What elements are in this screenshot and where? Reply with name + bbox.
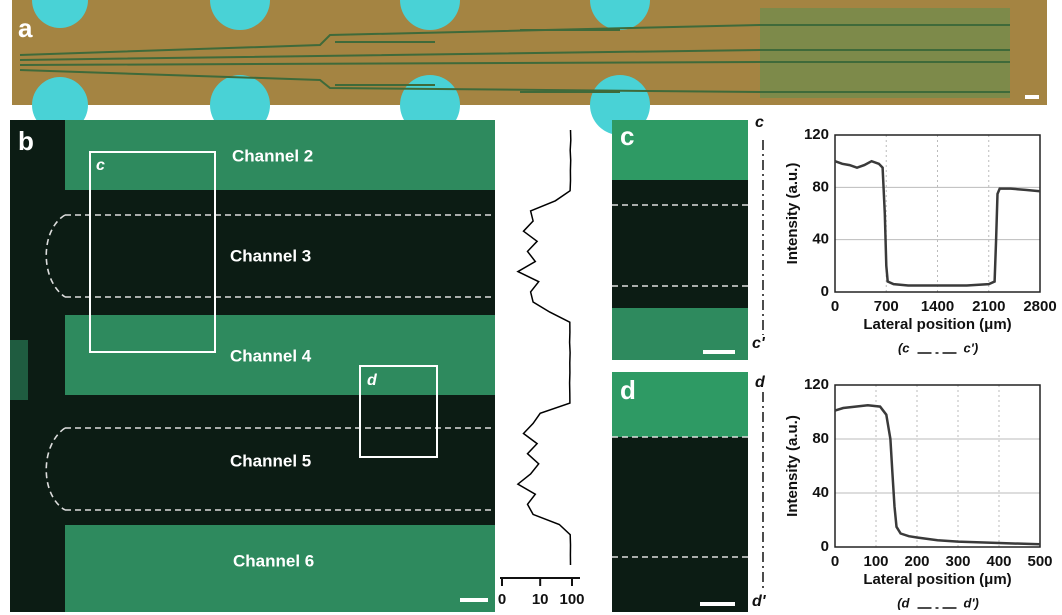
x-tick-label: 300 xyxy=(945,553,970,570)
x-tick-label: 0 xyxy=(498,591,506,608)
panel-label: c xyxy=(620,121,634,151)
plot-frame xyxy=(835,135,1040,292)
x-axis-label: Lateral position (μm) xyxy=(863,316,1011,333)
channel-label: Channel 3 xyxy=(230,246,311,265)
channel-label: Channel 5 xyxy=(230,451,311,470)
x-tick-label: 500 xyxy=(1027,553,1052,570)
x-tick-label: 2100 xyxy=(972,298,1005,315)
panel-label: b xyxy=(18,126,34,156)
x-tick-label: 1400 xyxy=(921,298,954,315)
panel-a-image xyxy=(12,0,1047,135)
channel-label: Channel 6 xyxy=(233,551,314,570)
y-axis-label: Intensity (a.u.) xyxy=(784,415,801,517)
x-tick-label: 0 xyxy=(831,298,839,315)
x-tick-label: 700 xyxy=(874,298,899,315)
x-tick-label: 10 xyxy=(532,591,549,608)
profile-end: c' xyxy=(752,335,766,352)
panel-label: d xyxy=(620,375,636,405)
y-tick-label: 120 xyxy=(804,126,829,143)
plot-frame xyxy=(835,385,1040,547)
profile-end: d xyxy=(755,374,766,391)
y-tick-label: 0 xyxy=(821,283,829,300)
profile-end: d' xyxy=(752,593,767,610)
figure: a b c d Channel 2 Channel 3 Channel 4 Ch… xyxy=(0,0,1062,615)
channel-label: Channel 2 xyxy=(232,146,313,165)
caption: (c xyxy=(898,340,910,355)
x-tick-label: 100 xyxy=(559,591,584,608)
y-axis-label: Intensity (a.u.) xyxy=(784,163,801,265)
panel-label: a xyxy=(18,13,33,43)
x-tick-label: 400 xyxy=(986,553,1011,570)
y-tick-label: 80 xyxy=(812,430,829,447)
y-tick-label: 0 xyxy=(821,538,829,555)
y-tick-label: 120 xyxy=(804,376,829,393)
caption: (d xyxy=(897,595,910,610)
panel-c-image xyxy=(612,120,748,360)
y-tick-label: 40 xyxy=(812,484,829,501)
x-tick-label: 0 xyxy=(831,553,839,570)
data-line xyxy=(835,405,1040,544)
profile-line xyxy=(518,130,571,565)
profile-end: c xyxy=(755,114,764,131)
caption: d') xyxy=(964,595,979,610)
channel-label: Channel 4 xyxy=(230,346,312,365)
panel-d-image xyxy=(612,372,748,612)
x-axis-label: Lateral position (μm) xyxy=(863,571,1011,588)
box-label: c xyxy=(96,157,105,174)
y-tick-label: 80 xyxy=(812,178,829,195)
panel-b-image xyxy=(10,120,495,612)
x-tick-label: 100 xyxy=(863,553,888,570)
x-tick-label: 200 xyxy=(904,553,929,570)
box-label: d xyxy=(367,372,378,389)
caption: c') xyxy=(964,340,979,355)
x-tick-label: 2800 xyxy=(1023,298,1056,315)
y-tick-label: 40 xyxy=(812,231,829,248)
